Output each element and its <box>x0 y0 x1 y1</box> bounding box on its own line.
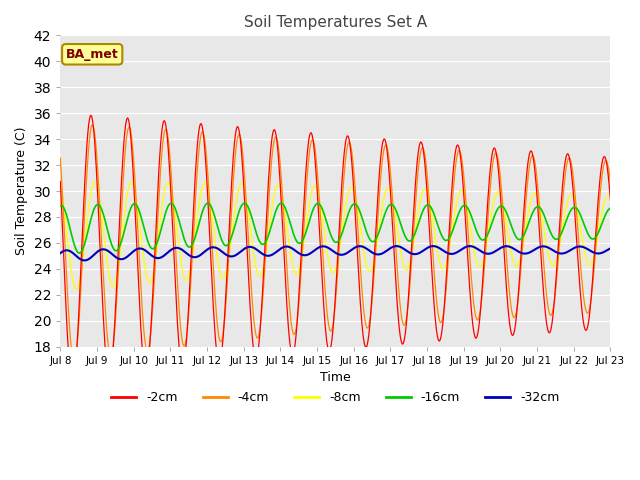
Text: BA_met: BA_met <box>66 48 118 61</box>
Legend: -2cm, -4cm, -8cm, -16cm, -32cm: -2cm, -4cm, -8cm, -16cm, -32cm <box>106 386 564 409</box>
X-axis label: Time: Time <box>320 372 351 384</box>
Title: Soil Temperatures Set A: Soil Temperatures Set A <box>244 15 427 30</box>
Y-axis label: Soil Temperature (C): Soil Temperature (C) <box>15 127 28 255</box>
